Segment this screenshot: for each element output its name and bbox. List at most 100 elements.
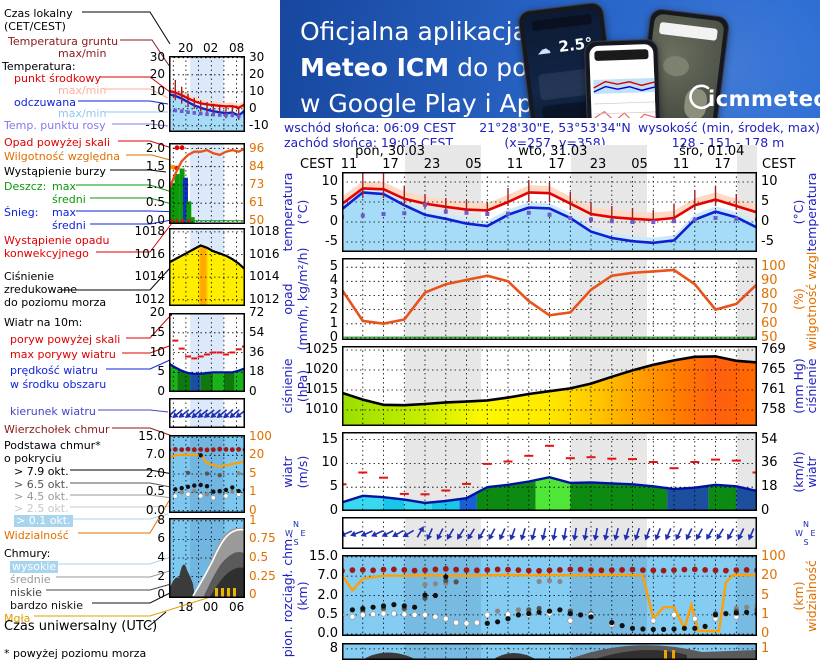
- axis-tick-label: 1014: [249, 269, 280, 284]
- mini-clouds-panel: [169, 518, 245, 598]
- axis-tick-label: 7.0: [145, 447, 165, 462]
- app-banner[interactable]: Oficjalna aplikacja Meteo ICM do pobrani…: [280, 0, 820, 118]
- axis-tick-label: 15: [321, 431, 338, 447]
- axis-tick-label: 1016: [249, 246, 280, 261]
- legend-label: punkt środkowy: [14, 72, 102, 85]
- axis-tick-label: 10: [321, 455, 338, 471]
- hour-label: 17: [382, 157, 399, 172]
- mini-hour-label: 08: [229, 41, 245, 55]
- axis-tick-label: 0.5: [249, 550, 269, 564]
- axis-tick-label: 5: [157, 364, 165, 379]
- axis-tick-label: 5: [761, 587, 770, 603]
- axis-tick-label: 100: [249, 429, 272, 444]
- axis-tick-label: 3: [329, 287, 338, 303]
- legend-label: > 7.9 okt.: [14, 465, 69, 478]
- legend-label: Ciśnienie: [4, 270, 55, 283]
- legend-label: Chmury:: [4, 547, 51, 560]
- axis-tick-label: 15.0: [138, 429, 165, 444]
- legend-label: Widzialność: [4, 529, 69, 542]
- wind-panel: [342, 432, 757, 511]
- axis-tick-label: 5: [761, 194, 770, 209]
- precip-humidity-panel: [342, 258, 757, 340]
- legend-label: Podstawa chmur*: [4, 439, 101, 452]
- legend-label: > 2.5 okt.: [14, 502, 69, 515]
- axis-tick-label: 80: [761, 287, 778, 303]
- hour-label: 11: [340, 157, 358, 172]
- axis-tick-label: 7.0: [317, 568, 338, 584]
- legend-label: max/min: [58, 107, 107, 120]
- axis-tick-label: 0: [329, 329, 338, 345]
- axis-tick-label: 761: [761, 382, 786, 397]
- svg-text:W: W: [285, 529, 293, 538]
- timezone-label-right: CEST: [762, 157, 796, 172]
- legend-label: wysokie: [10, 560, 59, 573]
- axis-tick-label: 70: [761, 301, 778, 317]
- axis-tick-label: 1: [249, 512, 257, 527]
- hour-label: 17: [714, 157, 731, 172]
- cloud-vertical-panel: [342, 555, 757, 636]
- phone-cloud-icon: ☁: [535, 41, 552, 59]
- axis-tick-label: 1: [761, 606, 770, 622]
- axis-tick-label: 10: [149, 83, 165, 98]
- axis-tick-label: 2.0: [145, 466, 165, 480]
- axis-tick-label: 8: [329, 640, 338, 656]
- utc-label: Czas uniwersalny (UTC): [4, 619, 158, 634]
- axis-tick-label: 0.0: [145, 502, 165, 517]
- axis-tick-label: 18: [761, 479, 778, 495]
- legend-label: Śnieg:: [4, 206, 39, 219]
- icmmeteo-logo: icmmeteo M°: [688, 84, 820, 114]
- axis-tick-label: 0: [249, 587, 257, 602]
- axis-tick-label: 0: [761, 503, 770, 518]
- axis-tick-label: 0.5: [317, 606, 338, 622]
- axis-tick-label: 96: [249, 140, 265, 155]
- legend-label: w środku obszaru: [10, 378, 107, 391]
- local-time-zone-label: (CET/CEST): [4, 20, 66, 33]
- axis-tick-label: 1012: [249, 291, 280, 306]
- legend-label: max/min: [58, 84, 107, 97]
- night-shading: [405, 145, 482, 172]
- compass-icon: NW ES: [285, 520, 305, 547]
- mini-cloud-vertical-panel: [169, 435, 245, 513]
- axis-tick-label: 758: [761, 402, 786, 417]
- axis-tick-label: 15.0: [309, 549, 338, 565]
- banner-line1: Oficjalna aplikacja: [300, 17, 528, 46]
- legend-label: > 4.5 okt.: [14, 490, 69, 503]
- svg-text:N: N: [293, 520, 299, 529]
- hour-label: 23: [423, 157, 441, 172]
- legend-label: średnie: [10, 573, 51, 586]
- axis-tick-label: 1010: [305, 402, 339, 417]
- axis-tick-label: 10: [761, 174, 778, 189]
- day-label: pon, 30.03: [355, 144, 426, 159]
- axis-tick-label: 1: [761, 640, 770, 656]
- axis-tick-label: 1016: [134, 246, 165, 261]
- mini-hour-label: 20: [178, 41, 194, 55]
- axis-tick-label: 54: [761, 431, 778, 447]
- axis-tick-label: 0.0: [145, 213, 165, 228]
- legend-label: zredukowane: [4, 283, 77, 296]
- axis-tick-label: 36: [761, 455, 778, 471]
- timezone-label-left: CEST: [300, 157, 334, 172]
- svg-text:E: E: [810, 529, 815, 538]
- night-shading: [737, 145, 757, 172]
- hour-label: 05: [465, 157, 482, 172]
- axis-tick-label: 5: [329, 194, 338, 209]
- svg-text:E: E: [300, 529, 305, 538]
- clouds-cut-panel: [342, 643, 757, 660]
- local-time-label: Czas lokalny: [4, 7, 73, 20]
- axis-tick-label: 0: [761, 625, 770, 641]
- axis-tick-label: 769: [761, 342, 786, 357]
- axis-tick-label: 20: [249, 447, 265, 462]
- mini-temperature-panel: [169, 56, 245, 132]
- axis-tick-label: 20: [149, 305, 165, 319]
- axis-tick-label: 50: [761, 329, 778, 345]
- legend-label: Temp. punktu rosy: [4, 119, 106, 132]
- sun-times: wschód słońca: 06:09 CEST zachód słońca:…: [284, 120, 456, 150]
- legend-label: średni: [52, 219, 86, 232]
- axis-tick-label: 1: [329, 315, 338, 331]
- legend-label: Wystąpienie burzy: [4, 165, 106, 178]
- axis-tick-label: 18: [249, 364, 265, 379]
- legend-label: poryw powyżej skali: [10, 333, 121, 346]
- axis-tick-label: -5: [761, 234, 774, 249]
- footnote: * powyżej poziomu morza: [4, 647, 147, 660]
- axis-tick-label: 0: [157, 384, 165, 398]
